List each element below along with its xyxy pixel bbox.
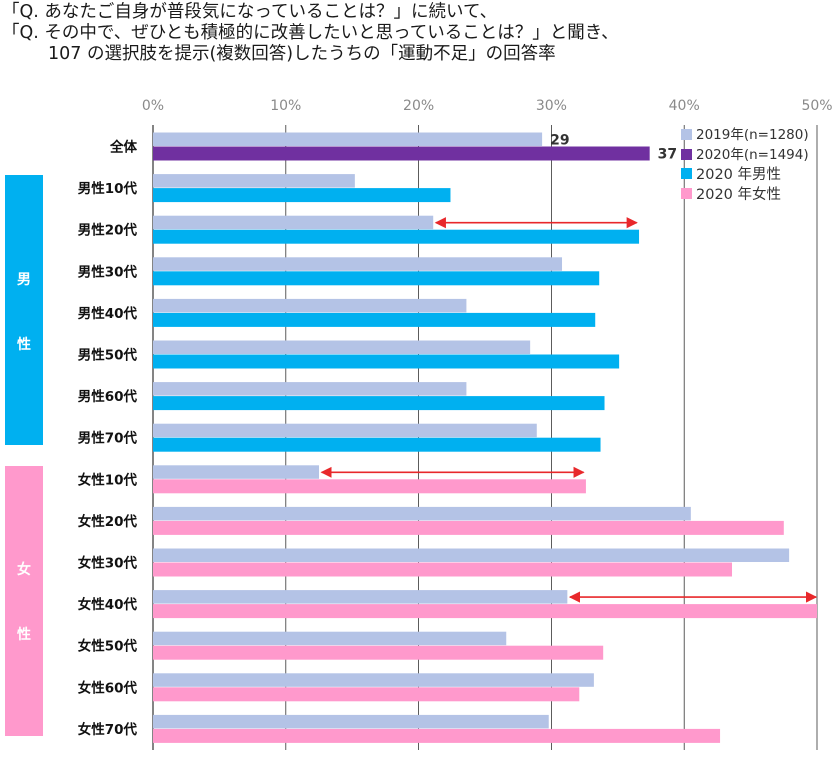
chart-title: 「Q. あなたご自身が普段気になっていることは？」に続いて、 「Q. その中で、…: [2, 2, 822, 65]
category-label: 男性40代: [78, 305, 138, 322]
bar-2020: [153, 188, 451, 203]
bar-2019: [153, 465, 319, 479]
title-line-3: 107 の選択肢を提示(複数回答)したうちの「運動不足」の回答率: [48, 44, 556, 64]
bar-2020: [153, 146, 650, 161]
bar-2020: [153, 687, 580, 702]
bar-2020: [153, 604, 817, 619]
data-label: 29: [550, 133, 569, 149]
category-label: 女性40代: [78, 596, 138, 613]
category-label: 男性60代: [78, 388, 138, 405]
bar-2020: [153, 520, 784, 535]
bar-2019: [153, 174, 355, 188]
male-side-label-2: 性: [17, 336, 31, 353]
category-label: 女性70代: [78, 721, 138, 738]
x-tick-label: 0%: [142, 98, 164, 114]
category-label: 男性50代: [78, 347, 138, 364]
bar-2019: [153, 132, 543, 146]
bar-2020: [153, 229, 640, 244]
bar-2019: [153, 631, 507, 646]
legend: 2019年(n=1280) 2020年(n=1494) 2020 年男性 202…: [681, 127, 809, 203]
bar-2020: [153, 312, 596, 327]
category-label: 女性20代: [78, 513, 138, 530]
bar-2020: [153, 271, 600, 286]
bar-2020: [153, 728, 721, 743]
bar-2020: [153, 437, 601, 452]
bar-2019: [153, 423, 537, 438]
bar-2019: [153, 257, 563, 271]
category-label: 女性60代: [78, 679, 138, 696]
x-tick-label: 10%: [270, 98, 301, 114]
bar-2019: [153, 590, 568, 604]
x-tick-label: 40%: [669, 98, 700, 114]
title-line-1: 「Q. あなたご自身が普段気になっていることは？」に続いて、: [2, 2, 498, 22]
category-label: 全体: [109, 139, 137, 156]
x-tick-label: 50%: [801, 98, 832, 114]
male-side-label-1: 男: [17, 272, 31, 288]
legend-swatch-2020-female: [681, 188, 692, 199]
annotations: 29 37: [320, 133, 818, 603]
category-labels: 全体男性10代男性20代男性30代男性40代男性50代男性60代男性70代女性1…: [78, 139, 138, 738]
bar-2019: [153, 382, 467, 396]
data-label: 37: [658, 147, 677, 163]
bar-2020: [153, 562, 733, 577]
category-label: 女性10代: [78, 471, 138, 488]
legend-label-2020-male: 2020 年男性: [696, 166, 781, 183]
bar-2020: [153, 479, 586, 494]
x-tick-label: 30%: [536, 98, 567, 114]
legend-swatch-2020: [681, 149, 692, 160]
bar-2019: [153, 506, 691, 521]
female-side-band: [5, 466, 43, 736]
bar-2020: [153, 354, 620, 369]
bar-2019: [153, 340, 531, 354]
legend-label-2019: 2019年(n=1280): [696, 127, 809, 143]
category-label: 男性20代: [78, 222, 138, 239]
category-label: 女性30代: [78, 555, 138, 572]
category-label: 男性70代: [78, 430, 138, 447]
legend-label-2020-female: 2020 年女性: [696, 185, 781, 203]
category-label: 男性30代: [78, 263, 138, 280]
female-side-label-2: 性: [17, 626, 31, 643]
x-tick-label: 20%: [403, 98, 434, 114]
bars: [153, 132, 817, 743]
bar-2019: [153, 548, 790, 562]
legend-label-2020: 2020年(n=1494): [696, 147, 809, 163]
bar-2020: [153, 396, 605, 411]
bar-2019: [153, 714, 549, 729]
bar-2020: [153, 645, 604, 660]
female-side-label-1: 女: [17, 561, 31, 578]
bar-2019: [153, 215, 434, 230]
bar-2019: [153, 673, 594, 687]
category-label: 女性50代: [78, 638, 138, 655]
male-side-band: [5, 175, 43, 445]
legend-swatch-2019: [681, 129, 692, 140]
category-label: 男性10代: [78, 180, 138, 197]
bar-2019: [153, 298, 467, 313]
title-line-2: 「Q. その中で、ぜひとも積極的に改善したいと思っていることは？」と聞き、: [2, 23, 619, 43]
legend-swatch-2020-male: [681, 168, 692, 179]
